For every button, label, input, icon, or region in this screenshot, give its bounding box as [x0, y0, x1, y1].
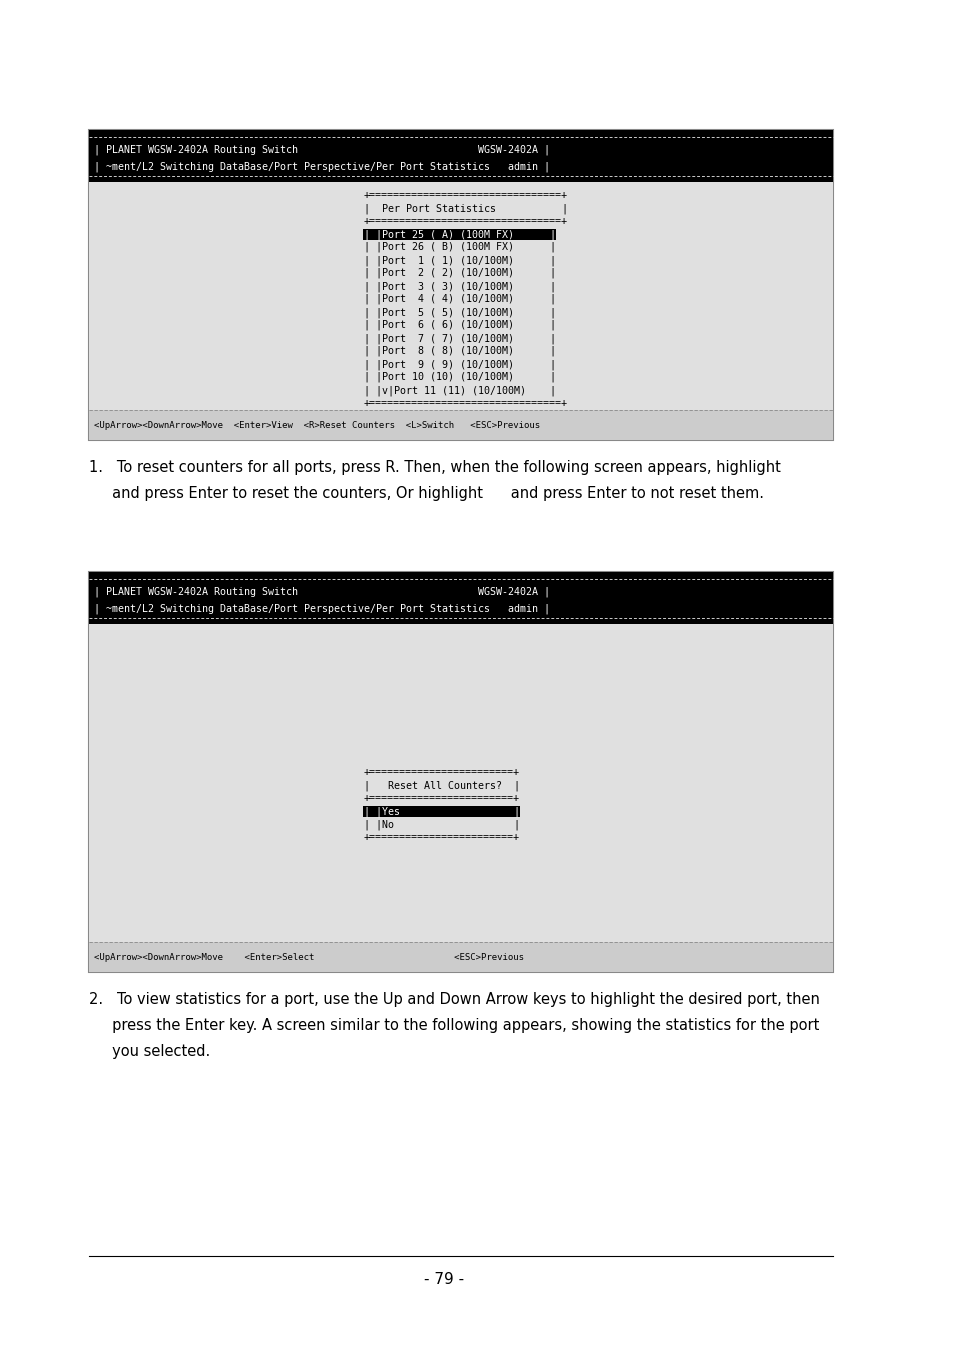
Text: +========================+: +========================+ [364, 793, 519, 802]
Text: - 79 -: - 79 - [424, 1271, 464, 1286]
Text: <UpArrow><DownArrow>Move    <Enter>Select                          <ESC>Previous: <UpArrow><DownArrow>Move <Enter>Select <… [94, 952, 523, 962]
FancyBboxPatch shape [89, 571, 832, 971]
Text: 2.   To view statistics for a port, use the Up and Down Arrow keys to highlight : 2. To view statistics for a port, use th… [89, 992, 819, 1006]
FancyBboxPatch shape [89, 182, 832, 409]
Text: | |Port  4 ( 4) (10/100M)      |: | |Port 4 ( 4) (10/100M) | [364, 295, 556, 304]
Text: press the Enter key. A screen similar to the following appears, showing the stat: press the Enter key. A screen similar to… [89, 1019, 818, 1034]
Text: |   Reset All Counters?  |: | Reset All Counters? | [364, 780, 519, 790]
Text: | |Port  8 ( 8) (10/100M)      |: | |Port 8 ( 8) (10/100M) | [364, 346, 556, 357]
FancyBboxPatch shape [89, 571, 832, 624]
Text: | |Yes                   |: | |Yes | [364, 807, 519, 816]
Text: and press Enter to reset the counters, Or highlight      and press Enter to not : and press Enter to reset the counters, O… [89, 486, 762, 501]
FancyBboxPatch shape [89, 130, 832, 440]
Text: | |No                    |: | |No | [364, 819, 519, 830]
Text: | |Port 25 ( A) (100M FX)      |: | |Port 25 ( A) (100M FX) | [364, 230, 556, 239]
Text: | |Port  3 ( 3) (10/100M)      |: | |Port 3 ( 3) (10/100M) | [364, 281, 556, 292]
Text: | ~ment/L2 Switching DataBase/Port Perspective/Per Port Statistics   admin |: | ~ment/L2 Switching DataBase/Port Persp… [94, 162, 550, 172]
Text: | ~ment/L2 Switching DataBase/Port Perspective/Per Port Statistics   admin |: | ~ment/L2 Switching DataBase/Port Persp… [94, 604, 550, 615]
Text: +================================+: +================================+ [364, 216, 567, 226]
FancyBboxPatch shape [89, 624, 832, 942]
Text: +========================+: +========================+ [364, 767, 519, 777]
Text: | PLANET WGSW-2402A Routing Switch                              WGSW-2402A |: | PLANET WGSW-2402A Routing Switch WGSW-… [94, 145, 550, 155]
FancyBboxPatch shape [89, 130, 832, 182]
Text: | |Port  7 ( 7) (10/100M)      |: | |Port 7 ( 7) (10/100M) | [364, 332, 556, 343]
Text: <UpArrow><DownArrow>Move  <Enter>View  <R>Reset Counters  <L>Switch   <ESC>Previ: <UpArrow><DownArrow>Move <Enter>View <R>… [94, 420, 539, 430]
Text: | |Port  5 ( 5) (10/100M)      |: | |Port 5 ( 5) (10/100M) | [364, 307, 556, 317]
Text: |  Per Port Statistics           |: | Per Port Statistics | [364, 203, 567, 213]
Text: | |Port 10 (10) (10/100M)      |: | |Port 10 (10) (10/100M) | [364, 372, 556, 382]
FancyBboxPatch shape [89, 942, 832, 971]
Text: | |Port  9 ( 9) (10/100M)      |: | |Port 9 ( 9) (10/100M) | [364, 359, 556, 370]
Text: | PLANET WGSW-2402A Routing Switch                              WGSW-2402A |: | PLANET WGSW-2402A Routing Switch WGSW-… [94, 586, 550, 597]
Text: +========================+: +========================+ [364, 832, 519, 842]
Text: | |Port  1 ( 1) (10/100M)      |: | |Port 1 ( 1) (10/100M) | [364, 255, 556, 266]
Text: +================================+: +================================+ [364, 190, 567, 200]
Text: | |Port  2 ( 2) (10/100M)      |: | |Port 2 ( 2) (10/100M) | [364, 267, 556, 278]
Text: you selected.: you selected. [89, 1044, 210, 1059]
Text: | |Port 26 ( B) (100M FX)      |: | |Port 26 ( B) (100M FX) | [364, 242, 556, 253]
FancyBboxPatch shape [89, 409, 832, 440]
Text: | |Port  6 ( 6) (10/100M)      |: | |Port 6 ( 6) (10/100M) | [364, 320, 556, 331]
Text: | |v|Port 11 (11) (10/100M)    |: | |v|Port 11 (11) (10/100M) | [364, 385, 556, 396]
Text: 1.   To reset counters for all ports, press R. Then, when the following screen a: 1. To reset counters for all ports, pres… [89, 459, 780, 476]
Text: +================================+: +================================+ [364, 399, 567, 408]
